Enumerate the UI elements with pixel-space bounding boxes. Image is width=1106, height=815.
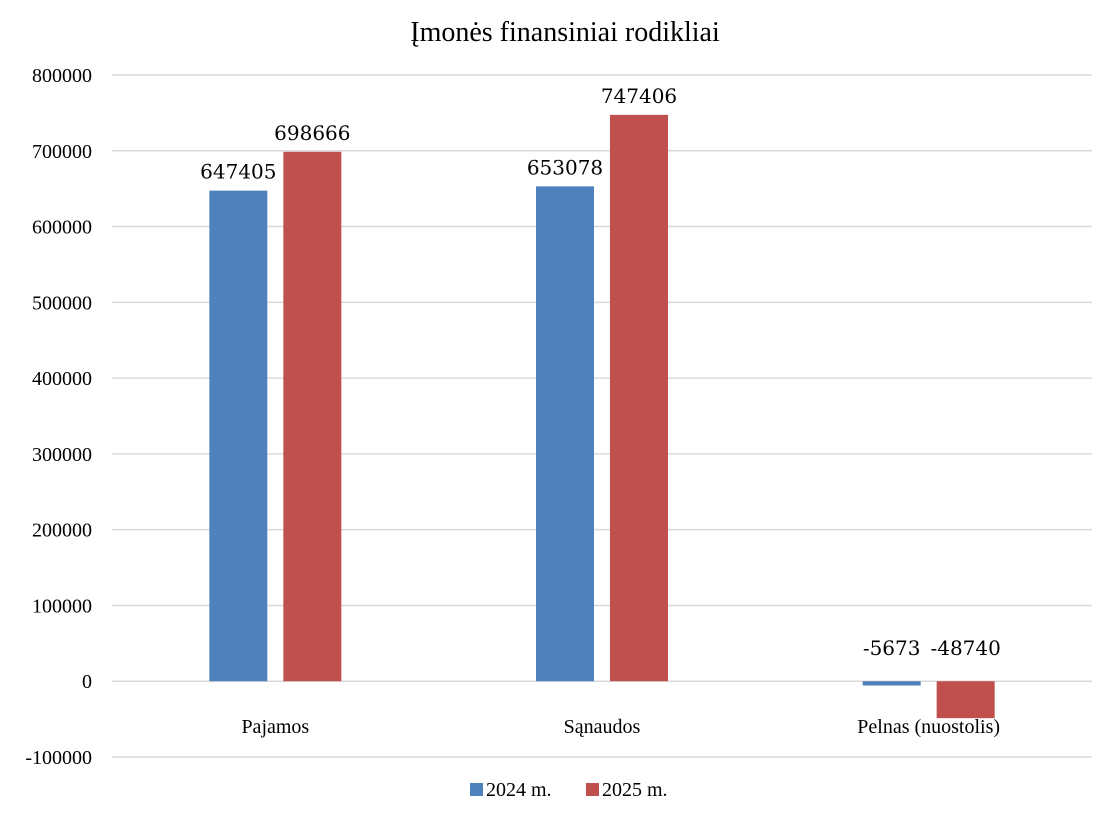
y-tick-label: 600000: [32, 217, 92, 239]
bar: [610, 114, 668, 682]
y-tick-label: 700000: [32, 141, 92, 163]
y-tick-label: 200000: [32, 520, 92, 542]
data-label: -48740: [930, 636, 1000, 660]
data-label: 747406: [601, 84, 677, 108]
y-tick-label: 400000: [32, 368, 92, 390]
y-axis-tick-labels: 800000 700000 600000 500000 400000 300000 2000…: [25, 65, 92, 769]
data-label: 647405: [200, 160, 276, 184]
x-category-label: Pajamos: [241, 716, 309, 738]
data-label: 698666: [274, 121, 350, 145]
data-labels: 647405 698666 653078 747406 -5673 -48740: [200, 84, 1001, 660]
bars: [209, 114, 995, 719]
y-tick-label: 500000: [32, 292, 92, 314]
data-label: -5673: [863, 636, 921, 660]
legend-label: 2025 m.: [602, 779, 668, 801]
chart-title: Įmonės finansiniai rodikliai: [410, 17, 720, 48]
legend-swatch: [470, 783, 483, 796]
x-category-label: Pelnas (nuostolis): [857, 716, 1000, 738]
legend-swatch: [586, 783, 599, 796]
gridlines: [112, 74, 1092, 758]
legend-label: 2024 m.: [486, 779, 552, 801]
bar: [283, 151, 342, 682]
x-category-label: Sąnaudos: [564, 716, 641, 738]
y-tick-label: -100000: [25, 747, 92, 769]
y-tick-label: 300000: [32, 444, 92, 466]
x-axis-category-labels: Pajamos Sąnaudos Pelnas (nuostolis): [241, 716, 1000, 738]
y-tick-label: 100000: [32, 595, 92, 617]
data-label: 653078: [527, 155, 603, 179]
bar: [209, 190, 268, 682]
y-tick-label: 0: [82, 671, 92, 693]
bar: [936, 681, 995, 719]
y-tick-label: 800000: [32, 65, 92, 87]
legend: 2024 m. 2025 m.: [470, 779, 668, 801]
bar: [536, 186, 594, 682]
bar: [862, 681, 921, 686]
